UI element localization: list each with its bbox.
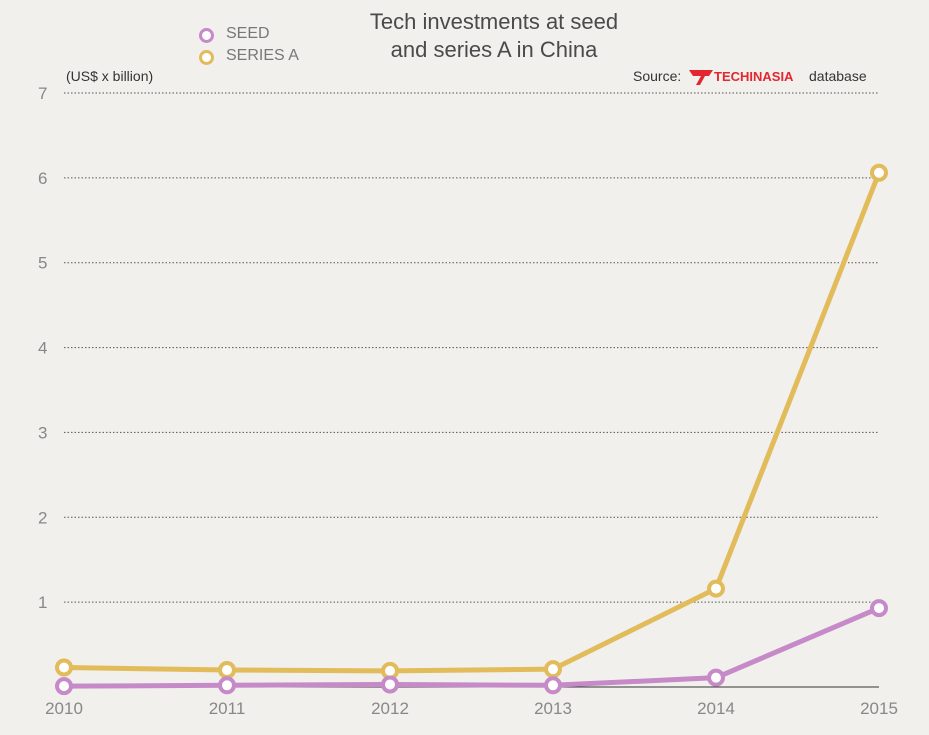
x-tick-label: 2012 bbox=[371, 699, 409, 718]
techinasia-logo: TECHINASIA bbox=[689, 69, 794, 85]
y-tick-labels: 1 2 3 4 5 6 7 bbox=[38, 84, 47, 612]
data-point-seed bbox=[55, 677, 73, 696]
y-tick-label: 5 bbox=[38, 254, 47, 273]
y-tick-label: 6 bbox=[38, 169, 47, 188]
x-tick-label: 2013 bbox=[534, 699, 572, 718]
data-point-series-a bbox=[544, 660, 562, 679]
series-lines bbox=[61, 170, 882, 689]
data-point-series-a bbox=[870, 163, 888, 182]
x-tick-label: 2014 bbox=[697, 699, 735, 718]
logo-text: TECHINASIA bbox=[714, 69, 794, 84]
chart-title: Tech investments at seed and series A in… bbox=[334, 8, 654, 64]
x-tick-label: 2010 bbox=[45, 699, 83, 718]
data-point-seed bbox=[381, 675, 399, 694]
series-points bbox=[55, 163, 888, 696]
data-point-seed bbox=[707, 668, 725, 687]
data-point-seed bbox=[218, 676, 236, 695]
y-tick-label: 1 bbox=[38, 593, 47, 612]
legend-marker-series-a bbox=[199, 50, 214, 65]
data-point-series-a bbox=[55, 658, 73, 677]
data-point-seed bbox=[870, 599, 888, 618]
series-line-seed bbox=[61, 605, 882, 689]
gridlines bbox=[64, 92, 879, 603]
y-tick-label: 4 bbox=[38, 339, 47, 358]
x-tick-label: 2011 bbox=[209, 699, 246, 718]
legend-label-seed: SEED bbox=[226, 25, 270, 42]
y-tick-label: 7 bbox=[38, 84, 47, 103]
chart-title-line-2: and series A in China bbox=[390, 37, 598, 62]
x-tick-labels: 2010 2011 2012 2013 2014 2015 bbox=[45, 699, 898, 718]
legend-marker-seed bbox=[199, 28, 214, 43]
source-suffix: database bbox=[809, 68, 867, 84]
data-point-series-a bbox=[707, 579, 725, 598]
data-point-series-a bbox=[218, 661, 236, 680]
x-tick-label: 2015 bbox=[860, 699, 898, 718]
y-tick-label: 2 bbox=[38, 508, 47, 527]
legend-label-series-a: SERIES A bbox=[226, 47, 299, 64]
logo-mark-icon bbox=[689, 70, 713, 85]
series-line-series-a bbox=[61, 170, 882, 674]
y-axis-unit-label: (US$ x billion) bbox=[66, 68, 154, 84]
source-label: Source: bbox=[633, 68, 682, 84]
chart-title-line-1: Tech investments at seed bbox=[369, 9, 619, 34]
y-tick-label: 3 bbox=[38, 423, 47, 442]
data-point-seed bbox=[544, 676, 562, 695]
